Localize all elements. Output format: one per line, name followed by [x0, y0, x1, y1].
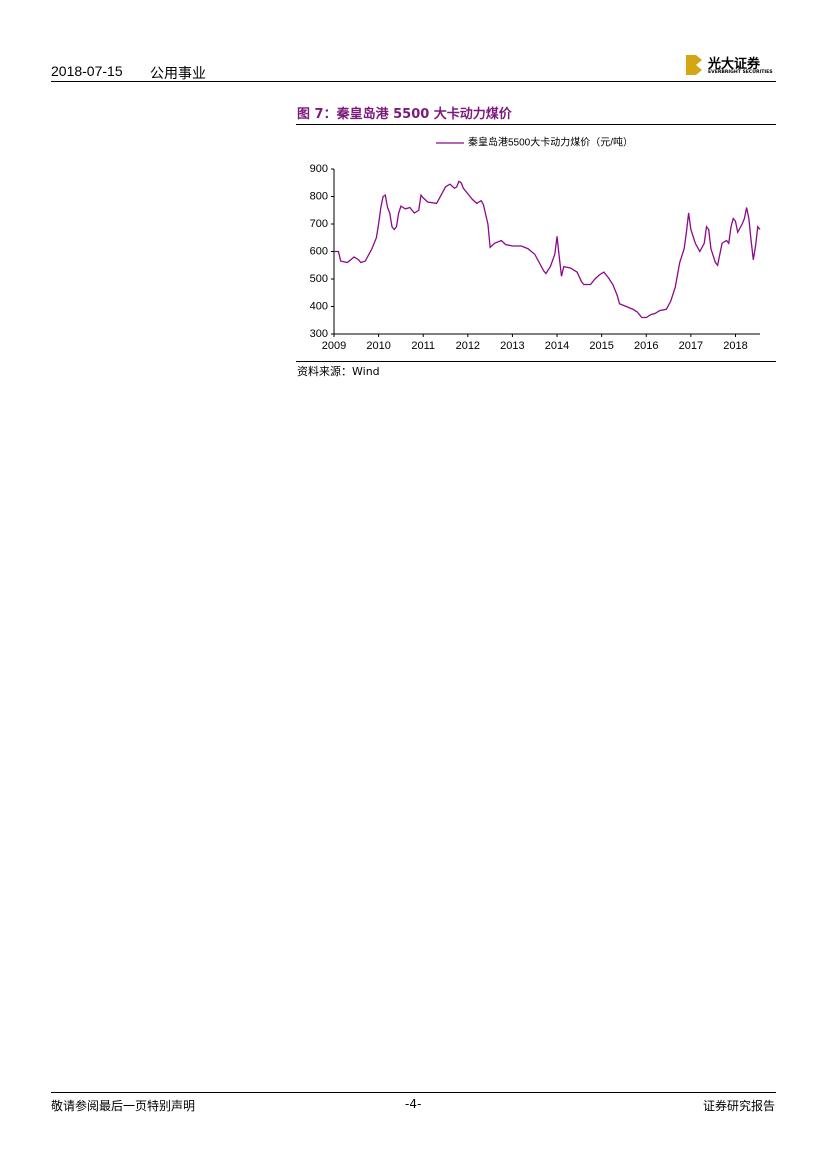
- x-tick-label: 2014: [545, 340, 569, 352]
- header-rule: [51, 81, 776, 82]
- x-tick-label: 2010: [366, 340, 390, 352]
- x-tick-label: 2012: [456, 340, 480, 352]
- y-tick-label: 700: [310, 218, 328, 230]
- header-date: 2018-07-15: [51, 63, 123, 79]
- x-tick-label: 2017: [679, 340, 703, 352]
- logo-cn: 光大证券: [708, 57, 761, 72]
- footer-rule: [51, 1092, 776, 1093]
- y-tick-label: 300: [310, 328, 328, 340]
- footer-left: 敬请参阅最后一页特别声明: [51, 1099, 196, 1113]
- x-tick-label: 2015: [589, 340, 613, 352]
- chart: 300 400 500 600 700 800 900 2009 2010 2011 2012 201…: [310, 136, 761, 352]
- footer-right: 证券研究报告: [703, 1099, 776, 1113]
- figure-top-rule: [296, 124, 776, 125]
- y-tick-label: 500: [310, 273, 328, 285]
- legend-label: 秦皇岛港5500大卡动力煤价（元/吨）: [468, 136, 633, 149]
- x-tick-label: 2013: [500, 340, 524, 352]
- y-tick-label: 600: [310, 245, 328, 257]
- y-tick-label: 900: [310, 163, 328, 175]
- figure-title: 图 7：秦皇岛港 5500 大卡动力煤价: [297, 107, 512, 122]
- y-tick-label: 400: [310, 300, 328, 312]
- x-tick-label: 2011: [411, 340, 435, 352]
- x-tick-label: 2018: [723, 340, 747, 352]
- figure-bottom-rule: [296, 361, 776, 362]
- y-tick-label: 800: [310, 190, 328, 202]
- header-sector: 公用事业: [150, 66, 206, 82]
- series-line: [334, 180, 761, 319]
- logo-icon: [686, 55, 702, 75]
- footer-page: -4-: [405, 1097, 422, 1111]
- figure-source: 资料来源：Wind: [297, 365, 380, 378]
- x-tick-label: 2009: [322, 340, 346, 352]
- logo-en: EVERBRIGHT SECURITIES: [708, 70, 773, 75]
- x-tick-label: 2016: [634, 340, 658, 352]
